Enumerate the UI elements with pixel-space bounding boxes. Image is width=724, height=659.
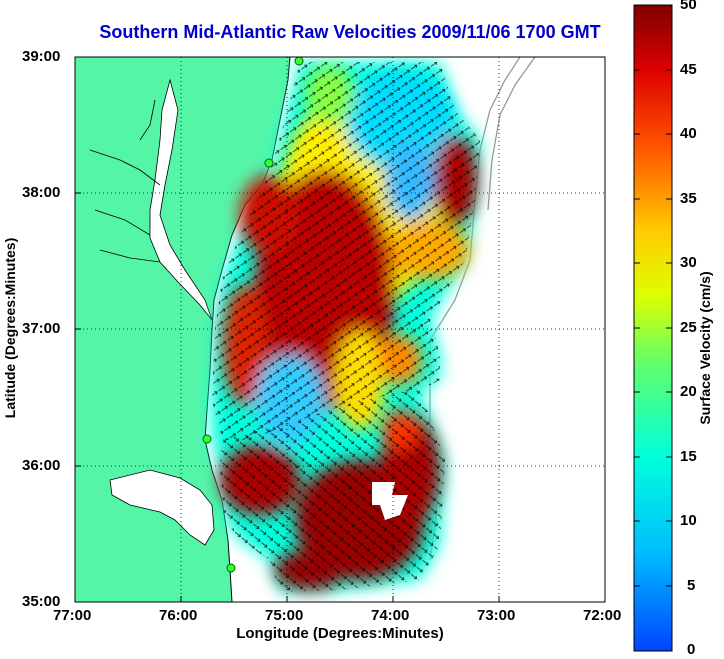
colorbar-tick-label: 5: [687, 577, 696, 594]
chesapeake-bay: [149, 78, 213, 321]
land-mass: [75, 57, 290, 602]
x-tick-label: 77:00: [53, 607, 92, 624]
axis-ticks: [75, 192, 500, 602]
x-tick-label: 72:00: [583, 607, 622, 624]
colorbar-tick-label: 40: [680, 125, 697, 142]
map-title: Southern Mid-Atlantic Raw Velocities 200…: [99, 22, 601, 42]
radar-stations: [202, 56, 304, 573]
colorbar-tick-label: 45: [680, 61, 697, 78]
river-1: [89, 99, 161, 263]
colorbar-tick-label: 20: [680, 383, 697, 400]
y-tick-label: 38:00: [22, 184, 61, 201]
colorbar-tick-label: 30: [680, 254, 697, 271]
velocity-field: [210, 62, 480, 592]
y-tick-label: 35:00: [22, 593, 61, 610]
x-tick-label: 73:00: [477, 607, 516, 624]
sound-water: [109, 469, 215, 546]
y-tick-label: 37:00: [22, 320, 61, 337]
station-marker: [264, 158, 274, 168]
coastline: [204, 57, 291, 602]
y-tick-label: 36:00: [22, 457, 61, 474]
station-marker: [202, 434, 212, 444]
colorbar-tick-label: 15: [680, 448, 697, 465]
x-tick-label: 76:00: [159, 607, 198, 624]
colorbar-tick-label: 50: [680, 0, 697, 13]
colorbar-tick-label: 0: [687, 641, 696, 658]
x-axis-label: Longitude (Degrees:Minutes): [236, 625, 444, 642]
colorbar-tick-label: 35: [680, 190, 697, 207]
station-marker: [226, 563, 236, 573]
shelf-contour-2: [487, 57, 536, 211]
y-axis-label: Latitude (Degrees:Minutes): [2, 237, 18, 419]
colorbar-ticks: [634, 4, 672, 587]
x-tick-label: 74:00: [371, 607, 410, 624]
colorbar-label: Surface Velocity (cm/s): [697, 271, 713, 425]
x-tick-label: 75:00: [265, 607, 304, 624]
station-marker: [294, 56, 304, 66]
colorbar-tick-label: 10: [680, 512, 697, 529]
colorbar: [633, 4, 673, 652]
grid-lines: [75, 57, 605, 602]
colorbar-tick-label: 25: [680, 319, 697, 336]
y-tick-label: 39:00: [22, 48, 61, 65]
